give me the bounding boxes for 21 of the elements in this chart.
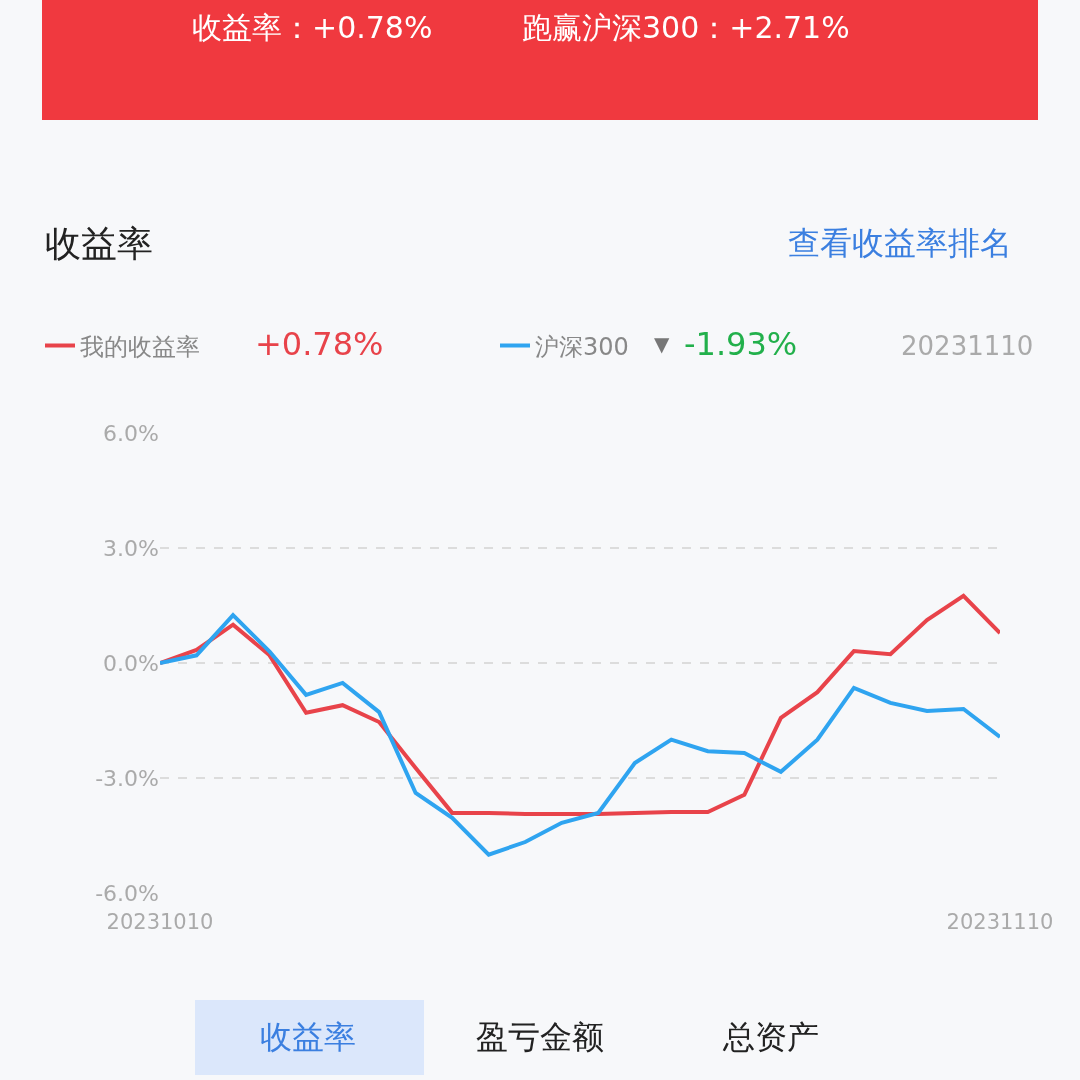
text: ▼ (654, 332, 670, 356)
text: 20231110 (901, 331, 1034, 361)
y-tick-label: 0.0% (103, 650, 159, 676)
line-series (160, 613, 1000, 857)
text: -1.93% (684, 325, 798, 363)
chart-title: 收益率 (45, 222, 153, 264)
y-tick-label: 6.0% (103, 420, 159, 446)
legend-label: 沪深300 (535, 332, 629, 361)
text: 总资产 (722, 1018, 819, 1056)
y-tick-label: -6.0% (95, 880, 159, 906)
text: 查看收益率排名 (788, 224, 1012, 262)
text: 盈亏金额 (476, 1018, 604, 1056)
text: 跑赢沪深300：+2.71% (522, 10, 850, 45)
y-tick-label: 3.0% (103, 535, 159, 561)
y-tick-label: -3.0% (95, 765, 159, 791)
line-series (160, 593, 1000, 817)
text: 收益率 (260, 1018, 356, 1056)
x-tick-label: 20231010 (106, 910, 214, 934)
text: +0.78% (255, 325, 384, 363)
text: 收益率：+0.78% (192, 10, 433, 45)
legend-label: 我的收益率 (80, 332, 200, 361)
